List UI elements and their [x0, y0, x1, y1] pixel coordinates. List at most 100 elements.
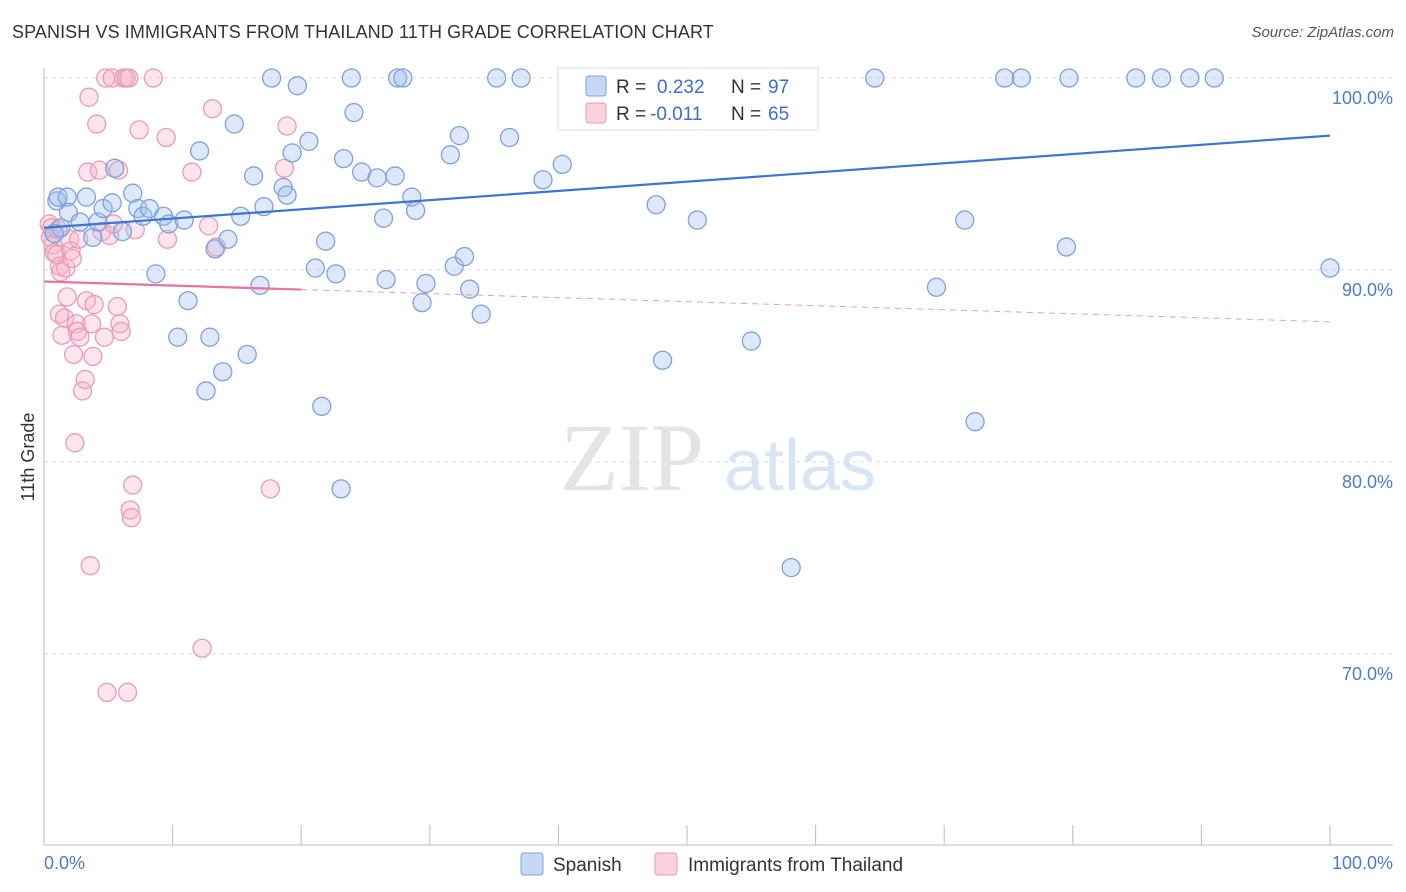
- spanish-point-56: [393, 68, 413, 88]
- spanish-point-61: [440, 145, 461, 165]
- legend-swatch-spanish: [585, 75, 607, 97]
- spanish-point-39: [282, 143, 302, 163]
- spanish-point-26: [200, 327, 220, 347]
- thailand-point-37: [97, 682, 117, 703]
- spanish-point-74: [652, 350, 673, 370]
- spanish-point-66: [471, 304, 491, 324]
- thailand-point-12: [56, 258, 76, 278]
- spanish-point-13: [112, 221, 133, 242]
- thailand-point-56: [157, 229, 178, 249]
- thailand-point-49: [120, 500, 140, 520]
- series-legend: Spanish Immigrants from Thailand: [520, 852, 903, 876]
- watermark: ZIP atlas: [560, 404, 876, 511]
- spanish-point-25: [196, 381, 216, 401]
- legend-n-value-spanish: 97: [768, 77, 789, 98]
- legend-label-spanish: Spanish: [553, 855, 622, 876]
- y-tick-label-3: 70.0%: [1342, 664, 1393, 684]
- spanish-point-60: [416, 273, 436, 294]
- spanish-point-73: [646, 195, 666, 215]
- spanish-point-48: [341, 68, 362, 88]
- thailand-point-44: [111, 321, 131, 342]
- thailand-point-64: [277, 116, 297, 136]
- spanish-point-88: [1059, 68, 1079, 88]
- thailand-point-59: [198, 216, 219, 236]
- thailand-trend-extension: [301, 289, 1331, 323]
- spanish-point-44: [315, 231, 336, 251]
- watermark-atlas: atlas: [724, 426, 876, 506]
- spanish-point-89: [1126, 68, 1146, 88]
- spanish-point-55: [387, 68, 408, 88]
- spanish-point-64: [454, 246, 475, 267]
- thailand-point-53: [129, 120, 149, 140]
- spanish-point-54: [385, 166, 405, 186]
- spanish-point-69: [511, 68, 531, 88]
- spanish-point-38: [277, 185, 297, 205]
- spanish-point-42: [305, 258, 325, 278]
- chart-title: SPANISH VS IMMIGRANTS FROM THAILAND 11TH…: [12, 22, 714, 42]
- spanish-point-45: [326, 264, 346, 284]
- legend-swatch-thailand-bottom: [654, 852, 678, 876]
- legend-swatch-thailand: [585, 102, 607, 124]
- thailand-point-55: [156, 127, 176, 148]
- gridlines: [44, 77, 1393, 655]
- legend-n-value-thailand: 65: [768, 104, 789, 125]
- thailand-points: [39, 68, 297, 703]
- axes: [43, 68, 1393, 846]
- thailand-point-32: [87, 114, 107, 134]
- spanish-point-4: [57, 187, 77, 207]
- spanish-point-62: [444, 256, 464, 276]
- legend-r-value-thailand: -0.011: [650, 104, 702, 125]
- thailand-point-28: [80, 556, 100, 576]
- thailand-point-48: [119, 68, 139, 88]
- spanish-point-11: [102, 193, 122, 213]
- thailand-point-57: [182, 162, 202, 182]
- thailand-point-51: [123, 475, 143, 495]
- thailand-point-29: [81, 314, 102, 334]
- spanish-point-21: [168, 327, 188, 347]
- thailand-point-62: [260, 479, 280, 499]
- spanish-point-67: [487, 68, 507, 88]
- thailand-point-54: [143, 68, 163, 88]
- spanish-point-34: [250, 275, 270, 296]
- thailand-point-24: [75, 369, 95, 390]
- spanish-point-7: [76, 187, 97, 207]
- thailand-point-35: [94, 327, 115, 347]
- spanish-point-92: [1204, 68, 1224, 88]
- spanish-point-24: [189, 141, 210, 161]
- legend-label-thailand: Immigrants from Thailand: [688, 855, 903, 876]
- spanish-trend-line: [43, 134, 1331, 229]
- spanish-point-27: [205, 239, 225, 259]
- y-tick-label-0: 100.0%: [1332, 88, 1393, 108]
- y-tick-labels: 100.0% 90.0% 80.0% 70.0%: [1332, 88, 1393, 684]
- spanish-point-30: [224, 114, 244, 134]
- spanish-point-82: [926, 277, 947, 297]
- spanish-point-43: [312, 396, 332, 416]
- spanish-point-31: [231, 206, 251, 226]
- legend-swatch-spanish-bottom: [520, 852, 544, 876]
- spanish-point-85: [994, 68, 1015, 88]
- thailand-point-15: [61, 241, 81, 261]
- correlation-legend: R = 0.232 N = 97 R = -0.011 N = 65: [557, 67, 819, 131]
- spanish-point-71: [552, 154, 572, 175]
- legend-r-value-spanish: 0.232: [657, 77, 705, 98]
- thailand-point-16: [62, 248, 82, 269]
- thailand-point-58: [192, 638, 212, 658]
- spanish-point-93: [1320, 258, 1340, 278]
- y-axis-title: 11th Grade: [18, 413, 38, 502]
- thailand-point-63: [274, 158, 295, 178]
- spanish-point-28: [213, 362, 233, 382]
- spanish-point-77: [741, 331, 761, 351]
- spanish-point-8: [83, 227, 103, 248]
- spanish-point-83: [955, 210, 975, 230]
- x-tick-label-max: 100.0%: [1332, 853, 1393, 873]
- thailand-point-30: [83, 346, 103, 367]
- spanish-point-47: [333, 148, 354, 169]
- spanish-point-80: [781, 557, 801, 578]
- spanish-point-32: [237, 344, 257, 365]
- spanish-point-91: [1180, 68, 1200, 88]
- thailand-point-33: [89, 160, 109, 180]
- spanish-point-52: [373, 208, 394, 228]
- spanish-point-14: [123, 183, 143, 203]
- thailand-point-23: [72, 381, 93, 401]
